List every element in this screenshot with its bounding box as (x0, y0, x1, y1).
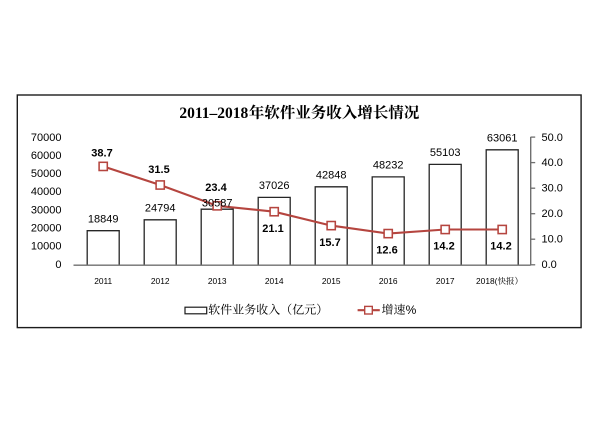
svg-text:2018(: 2018( (476, 276, 498, 286)
svg-text:2012: 2012 (151, 276, 170, 286)
svg-text:20.0: 20.0 (542, 208, 563, 220)
svg-text:40000: 40000 (31, 186, 62, 198)
svg-text:2016: 2016 (379, 276, 398, 286)
svg-text:38.7: 38.7 (91, 147, 112, 159)
svg-text:70000: 70000 (31, 132, 62, 144)
svg-text:12.6: 12.6 (376, 245, 397, 257)
svg-text:2013: 2013 (208, 276, 227, 286)
svg-text:50.0: 50.0 (542, 132, 563, 144)
svg-text:60000: 60000 (31, 150, 62, 162)
svg-text:37026: 37026 (259, 180, 290, 192)
svg-text:10.0: 10.0 (542, 233, 563, 245)
svg-text:50000: 50000 (31, 168, 62, 180)
svg-text:63061: 63061 (487, 133, 518, 145)
svg-text:%: % (406, 303, 417, 317)
svg-text:14.2: 14.2 (490, 241, 511, 253)
svg-text:2014: 2014 (265, 276, 284, 286)
svg-text:30000: 30000 (31, 204, 62, 216)
svg-text:24794: 24794 (145, 203, 176, 215)
svg-text:48232: 48232 (373, 160, 404, 172)
svg-text:55103: 55103 (430, 147, 461, 159)
svg-text:30587: 30587 (202, 197, 233, 209)
svg-text:40.0: 40.0 (542, 157, 563, 169)
svg-text:2011: 2011 (94, 276, 112, 286)
svg-text:30.0: 30.0 (542, 183, 563, 195)
svg-text:23.4: 23.4 (205, 182, 227, 194)
svg-text:31.5: 31.5 (148, 164, 169, 176)
svg-text:14.2: 14.2 (433, 241, 454, 253)
svg-text:2015: 2015 (322, 276, 341, 286)
svg-text:2017: 2017 (436, 276, 455, 286)
svg-text:10000: 10000 (31, 241, 62, 253)
svg-text:20000: 20000 (31, 223, 62, 235)
svg-text:15.7: 15.7 (319, 237, 340, 249)
svg-text:42848: 42848 (316, 170, 347, 182)
svg-text:2011–2018: 2011–2018 (179, 105, 248, 122)
svg-text:0: 0 (55, 259, 61, 271)
svg-text:0.0: 0.0 (542, 259, 557, 271)
svg-text:18849: 18849 (88, 213, 119, 225)
svg-text:21.1: 21.1 (262, 223, 283, 235)
